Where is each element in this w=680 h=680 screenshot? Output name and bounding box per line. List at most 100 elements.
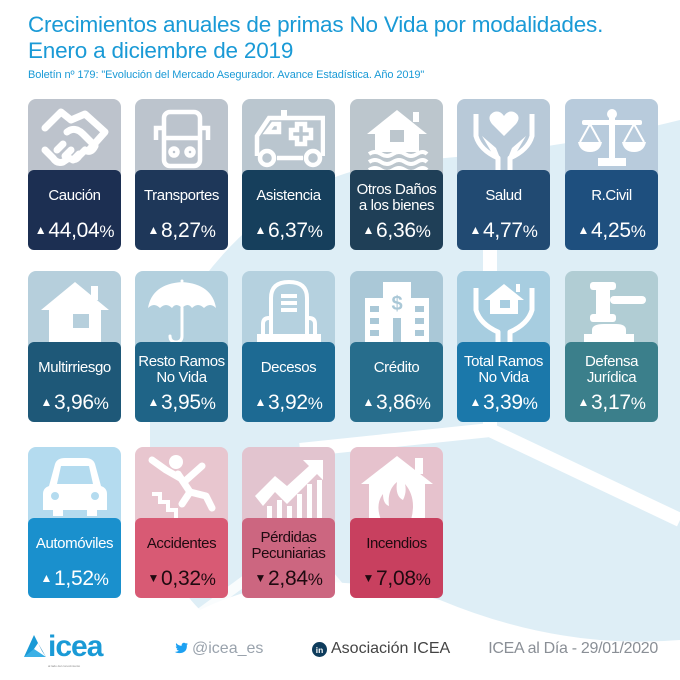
tile-icon-area — [457, 99, 550, 179]
tile-value: ▲3,96% — [28, 390, 121, 416]
tile-value-unit: % — [200, 222, 216, 241]
tile-value-unit: % — [307, 570, 323, 589]
up-triangle-icon: ▲ — [362, 395, 375, 409]
tile-otros-danos-a-los-bienes: Otros Daños a los bienes ▲6,36% — [350, 99, 443, 250]
tile-value: ▼0,32% — [135, 566, 228, 592]
page-title: Crecimientos anuales de primas No Vida p… — [28, 12, 603, 64]
tile-label-box: Crédito ▲3,86% — [350, 342, 443, 422]
tile-value-unit: % — [99, 222, 115, 241]
up-triangle-icon: ▲ — [577, 223, 590, 237]
tile-icon-area — [242, 99, 335, 179]
tile-value-unit: % — [522, 394, 538, 413]
house-icon — [40, 282, 109, 342]
tile-value-unit: % — [415, 222, 431, 241]
flooded-house-icon — [366, 110, 428, 172]
tile-total-ramos-no-vida: Total Ramos No Vida ▲3,39% — [457, 271, 550, 422]
tile-value-number: 3,39 — [483, 391, 523, 414]
gavel-icon — [583, 282, 646, 342]
tile-value-number: 3,86 — [376, 391, 416, 414]
tile-icon-area — [28, 447, 121, 527]
tile-name: Otros Daños a los bienes — [350, 182, 443, 214]
tile-name-line-1: Automóviles — [35, 535, 114, 552]
tile-value-number: 3,92 — [268, 391, 308, 414]
tile-label-box: Accidentes ▼0,32% — [135, 518, 228, 598]
tile-name: Decesos — [242, 360, 335, 376]
tile-icon-area — [457, 271, 550, 351]
tile-salud: Salud ▲4,77% — [457, 99, 550, 250]
tile-value-number: 4,77 — [483, 219, 523, 242]
bus-icon — [153, 109, 210, 169]
tile-value: ▲1,52% — [28, 566, 121, 592]
tile-icon-area — [565, 99, 658, 179]
tile-icon-area — [135, 99, 228, 179]
tile-value-number: 0,32 — [161, 567, 201, 590]
up-triangle-icon: ▲ — [40, 571, 53, 585]
logo-text: icea — [48, 630, 103, 663]
tile-value: ▲4,77% — [457, 218, 550, 244]
tile-value: ▲3,17% — [565, 390, 658, 416]
tile-name-line-1: Salud — [485, 187, 522, 204]
tile-name-line-2: Jurídica — [586, 369, 637, 386]
tile-name: Multirriesgo — [28, 360, 121, 376]
icea-logo[interactable]: icea al lado del conocimiento — [20, 630, 103, 668]
tile-name: Salud — [457, 188, 550, 204]
tile-label-box: Asistencia ▲6,37% — [242, 170, 335, 250]
tile-name-line-2: a los bienes — [358, 197, 435, 214]
up-triangle-icon: ▲ — [147, 395, 160, 409]
tile-value-number: 7,08 — [376, 567, 416, 590]
tile-name-line-2: No Vida — [478, 369, 529, 386]
house-hands-icon — [473, 284, 534, 342]
tile-label-box: Automóviles ▲1,52% — [28, 518, 121, 598]
tile-value-unit: % — [415, 394, 431, 413]
tile-icon-area — [565, 271, 658, 351]
tile-name-line-1: Defensa — [584, 353, 639, 370]
tile-value-number: 2,84 — [268, 567, 308, 590]
tile-name-line-1: Resto Ramos — [138, 353, 225, 370]
footer: icea al lado del conocimiento @icea_es i… — [0, 620, 680, 670]
tile-name: Caución — [28, 188, 121, 204]
up-triangle-icon: ▲ — [577, 395, 590, 409]
twitter-icon — [174, 642, 188, 654]
tile-perdidas-pecuniarias: Pérdidas Pecuniarias ▼2,84% — [242, 447, 335, 598]
svg-text:$: $ — [391, 293, 402, 315]
tile-name: Defensa Jurídica — [565, 354, 658, 386]
tile-name: Resto Ramos No Vida — [135, 354, 228, 386]
bank-building-icon: $ — [364, 282, 429, 342]
up-triangle-icon: ▲ — [469, 395, 482, 409]
tile-value: ▲3,39% — [457, 390, 550, 416]
tile-name: Transportes — [135, 188, 228, 204]
tile-value: ▲3,95% — [135, 390, 228, 416]
tile-accidentes: Accidentes ▼0,32% — [135, 447, 228, 598]
tile-icon-area — [350, 447, 443, 527]
tile-icon-area: $ — [350, 271, 443, 351]
tile-name-line-2: Pecuniarias — [251, 545, 326, 562]
tile-label-box: Pérdidas Pecuniarias ▼2,84% — [242, 518, 335, 598]
tile-value-unit: % — [93, 570, 109, 589]
twitter-handle: @icea_es — [192, 640, 264, 657]
tile-value-number: 3,17 — [591, 391, 631, 414]
up-triangle-icon: ▲ — [40, 395, 53, 409]
tile-incendios: Incendios ▼7,08% — [350, 447, 443, 598]
logo-tagline: al lado del conocimiento — [48, 664, 81, 668]
linkedin-link[interactable]: in Asociación ICEA — [312, 640, 450, 658]
tile-label-box: Transportes ▲8,27% — [135, 170, 228, 250]
down-triangle-icon: ▼ — [147, 571, 160, 585]
handshake-icon — [41, 108, 108, 166]
tile-value: ▼2,84% — [242, 566, 335, 592]
tile-name-line-1: Asistencia — [256, 187, 321, 204]
tile-label-box: Caución ▲44,04% — [28, 170, 121, 250]
up-triangle-icon: ▲ — [254, 395, 267, 409]
tile-value-unit: % — [307, 394, 323, 413]
tile-name: Asistencia — [242, 188, 335, 204]
tile-label-box: Otros Daños a los bienes ▲6,36% — [350, 170, 443, 250]
twitter-link[interactable]: @icea_es — [172, 640, 263, 658]
umbrella-icon — [147, 279, 216, 344]
tile-resto-ramos-no-vida: Resto Ramos No Vida ▲3,95% — [135, 271, 228, 422]
tile-value: ▲44,04% — [28, 218, 121, 244]
tile-name: Incendios — [350, 536, 443, 552]
tile-name: Total Ramos No Vida — [457, 354, 550, 386]
tile-r-civil: R.Civil ▲4,25% — [565, 99, 658, 250]
tile-name-line-1: Decesos — [260, 359, 317, 376]
growth-chart-icon — [254, 460, 323, 520]
tombstone-icon — [256, 279, 321, 342]
